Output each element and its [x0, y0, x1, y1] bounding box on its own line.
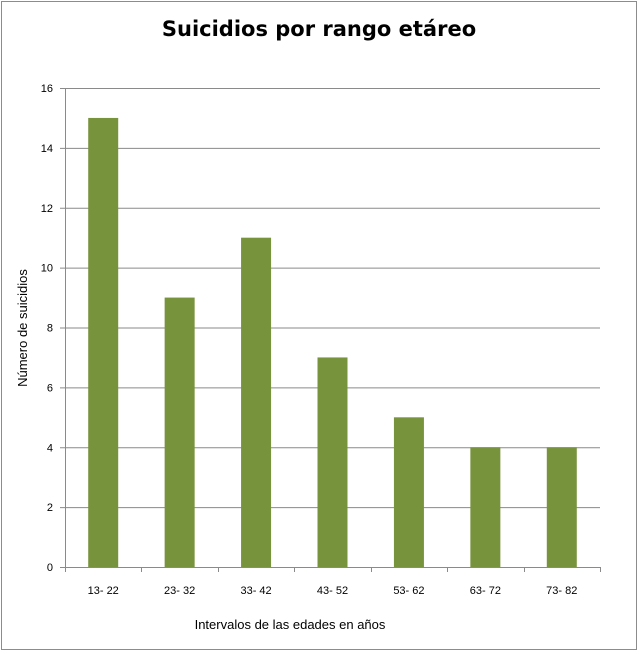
y-axis-label: Número de suicidios — [15, 269, 30, 387]
y-tick-label: 6 — [47, 382, 53, 394]
y-tick-labels: 0 2 4 6 8 10 12 14 16 — [41, 83, 53, 574]
y-tick-label: 0 — [47, 562, 53, 574]
y-tick-label: 14 — [41, 143, 53, 155]
y-tick-label: 4 — [47, 442, 53, 454]
axes — [65, 88, 601, 572]
x-tick-labels: 13- 22 23- 32 33- 42 43- 52 53- 62 63- 72 73- … — [88, 585, 578, 597]
x-tick-label: 13- 22 — [88, 585, 119, 597]
bars — [88, 117, 577, 567]
bar — [241, 237, 272, 567]
bar — [393, 417, 424, 567]
x-tick-label: 33- 42 — [240, 585, 271, 597]
x-tick-label: 73- 82 — [546, 585, 577, 597]
bar — [88, 117, 119, 567]
y-tick-label: 12 — [41, 203, 53, 215]
y-tick-label: 16 — [41, 83, 53, 95]
y-tick-label: 10 — [41, 263, 53, 275]
y-tick-label: 8 — [47, 323, 53, 335]
y-tick-label: 2 — [47, 502, 53, 514]
bar — [546, 447, 577, 567]
x-axis-label: Intervalos de las edades en años — [195, 617, 386, 632]
bar — [470, 447, 501, 567]
x-tick-label: 63- 72 — [470, 585, 501, 597]
bar — [164, 297, 195, 567]
x-tick-label: 43- 52 — [317, 585, 348, 597]
x-tick-label: 53- 62 — [393, 585, 424, 597]
chart-title: Suicidios por rango etáreo — [162, 17, 476, 41]
x-tick-label: 23- 32 — [164, 585, 195, 597]
bar — [317, 357, 348, 567]
